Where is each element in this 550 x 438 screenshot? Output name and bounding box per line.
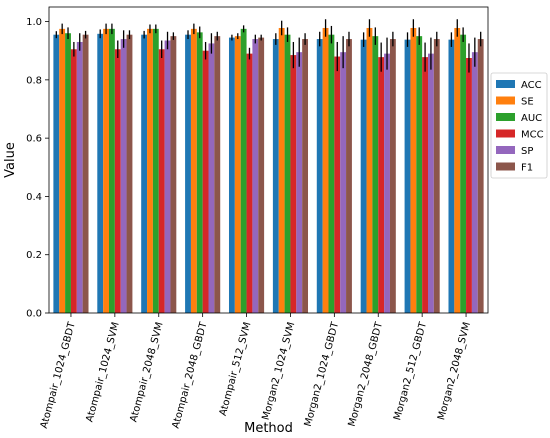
- bars-layer: [53, 27, 484, 314]
- bar-sp-1: [120, 39, 127, 314]
- bar-auc-3: [196, 32, 203, 314]
- bar-se-0: [59, 28, 66, 313]
- x-tick-label: Atompair_512_SVM: [218, 321, 254, 417]
- y-tick-label: 0.4: [26, 192, 42, 203]
- y-axis-label: Value: [3, 142, 18, 178]
- bar-se-5: [278, 27, 285, 314]
- bar-auc-2: [152, 28, 159, 313]
- bar-auc-5: [284, 34, 291, 313]
- bar-f1-4: [258, 37, 265, 313]
- x-tick-label: Morgan2_1024_SVM: [261, 321, 298, 422]
- legend-swatch-f1: [496, 162, 515, 171]
- legend-label-se: SE: [521, 97, 534, 108]
- bar-mcc-6: [334, 56, 341, 314]
- bar-auc-0: [65, 33, 71, 313]
- bar-f1-2: [170, 36, 177, 314]
- legend-swatch-acc: [496, 80, 515, 88]
- bar-se-4: [234, 36, 241, 314]
- legend-swatch-mcc: [496, 129, 515, 138]
- bar-se-6: [322, 27, 329, 314]
- legend-swatch-auc: [496, 113, 515, 121]
- legend-label-f1: F1: [521, 163, 533, 174]
- bar-f1-3: [214, 36, 221, 314]
- bar-acc-2: [141, 34, 148, 313]
- bar-se-7: [366, 27, 373, 314]
- bar-mcc-1: [114, 49, 121, 313]
- bar-acc-4: [228, 37, 235, 313]
- error-bars-layer: [55, 19, 482, 73]
- legend-label-sp: SP: [521, 146, 533, 157]
- bar-sp-3: [208, 43, 215, 314]
- bar-auc-1: [108, 28, 115, 313]
- bar-mcc-0: [70, 49, 77, 313]
- x-tick-label: Atompair_1024_SVM: [84, 321, 121, 423]
- x-axis-label: Method: [244, 421, 293, 436]
- x-tick-label: Morgan2_1024_GBDT: [303, 320, 342, 428]
- y-tick-label: 0.0: [26, 309, 42, 320]
- bar-acc-7: [360, 39, 367, 313]
- bar-acc-6: [316, 39, 323, 314]
- bar-sp-6: [340, 52, 347, 314]
- bar-se-1: [103, 28, 109, 313]
- bar-acc-5: [272, 39, 279, 314]
- bar-mcc-8: [422, 57, 429, 313]
- y-tick-label: 0.6: [26, 134, 42, 145]
- bar-f1-1: [126, 34, 133, 313]
- bar-se-9: [454, 27, 461, 314]
- bar-se-2: [147, 28, 153, 313]
- bar-mcc-2: [158, 49, 165, 313]
- bar-f1-9: [477, 39, 484, 314]
- x-tick-label: Atompair_1024_GBDT: [39, 320, 78, 430]
- legend-swatch-sp: [496, 146, 515, 154]
- y-tick-label: 0.2: [26, 250, 42, 261]
- x-tick-label: Morgan2_2048_SVM: [436, 321, 473, 422]
- y-tick-label: 0.8: [26, 75, 42, 86]
- bar-acc-1: [97, 33, 104, 313]
- bar-acc-9: [448, 39, 455, 313]
- legend-swatch-se: [496, 96, 515, 105]
- bar-mcc-5: [290, 55, 297, 313]
- y-tick-label: 1.0: [26, 17, 42, 28]
- bar-f1-0: [82, 34, 89, 313]
- bar-f1-7: [389, 39, 396, 314]
- bar-f1-5: [302, 39, 309, 314]
- bar-se-3: [190, 28, 197, 313]
- bar-mcc-7: [378, 57, 385, 313]
- x-tick-label: Morgan2_512_GBDT: [392, 320, 429, 422]
- bar-auc-9: [460, 34, 467, 313]
- bar-auc-6: [328, 34, 335, 313]
- bar-mcc-3: [202, 50, 209, 313]
- plot-frame: [48, 6, 489, 314]
- bar-sp-9: [471, 52, 478, 314]
- legend-label-acc: ACC: [521, 80, 542, 91]
- bar-f1-6: [346, 39, 352, 314]
- bar-sp-7: [384, 53, 390, 313]
- bar-sp-4: [252, 39, 259, 314]
- bar-sp-0: [76, 41, 83, 313]
- bar-sp-2: [164, 40, 171, 314]
- bar-se-8: [410, 27, 417, 314]
- bar-acc-3: [185, 34, 191, 313]
- bar-auc-8: [416, 36, 423, 314]
- bar-auc-4: [240, 28, 247, 313]
- bar-mcc-4: [246, 53, 253, 313]
- legend-label-mcc: MCC: [521, 130, 544, 141]
- x-axis: Atompair_1024_GBDT Atompair_1024_SVM Atomp…: [39, 313, 473, 430]
- bar-mcc-9: [466, 58, 472, 313]
- y-axis: 0.0 0.2 0.4 0.6 0.8 1.0: [26, 17, 49, 320]
- bar-acc-8: [404, 39, 411, 313]
- bar-sp-8: [428, 53, 434, 313]
- legend-label-auc: AUC: [521, 113, 542, 124]
- bar-sp-5: [296, 52, 303, 314]
- bar-auc-7: [372, 36, 379, 314]
- legend: ACC SE AUC MCC SP F1: [490, 72, 548, 179]
- x-tick-label: Morgan2_2048_GBDT: [347, 320, 386, 428]
- x-tick-label: Atompair_2048_GBDT: [171, 320, 210, 430]
- bar-acc-0: [53, 34, 60, 313]
- bar-f1-8: [433, 39, 440, 314]
- x-tick-label: Atompair_2048_SVM: [128, 321, 165, 423]
